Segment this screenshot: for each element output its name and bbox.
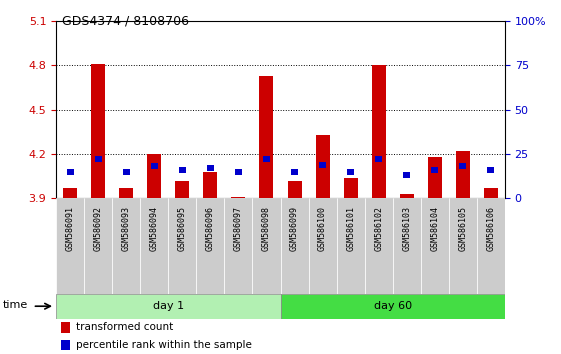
Bar xyxy=(259,76,273,198)
Bar xyxy=(179,167,186,173)
Bar xyxy=(315,135,329,198)
Bar xyxy=(319,162,326,167)
Text: GSM586091: GSM586091 xyxy=(66,206,75,251)
Bar xyxy=(95,156,102,162)
Text: day 60: day 60 xyxy=(374,301,412,311)
Text: GSM586100: GSM586100 xyxy=(318,206,327,251)
Bar xyxy=(347,169,354,175)
Bar xyxy=(61,340,70,350)
Bar xyxy=(56,198,84,294)
Text: GSM586094: GSM586094 xyxy=(150,206,159,251)
Bar xyxy=(477,198,505,294)
Bar xyxy=(488,167,494,173)
Bar xyxy=(61,322,70,333)
Text: time: time xyxy=(3,300,28,310)
Bar xyxy=(91,64,105,198)
Text: day 1: day 1 xyxy=(153,301,184,311)
Bar xyxy=(56,294,280,319)
Text: GSM586104: GSM586104 xyxy=(430,206,439,251)
Bar xyxy=(224,198,252,294)
Bar xyxy=(231,197,246,198)
Text: GSM586102: GSM586102 xyxy=(374,206,383,251)
Bar xyxy=(123,169,130,175)
Bar xyxy=(207,165,214,171)
Bar xyxy=(403,172,410,178)
Bar xyxy=(449,198,477,294)
Bar xyxy=(67,169,73,175)
Bar xyxy=(252,198,280,294)
Bar xyxy=(280,294,505,319)
Bar xyxy=(484,188,498,198)
Bar xyxy=(291,169,298,175)
Bar xyxy=(151,164,158,169)
Text: GSM586098: GSM586098 xyxy=(262,206,271,251)
Text: GSM586099: GSM586099 xyxy=(290,206,299,251)
Bar xyxy=(393,198,421,294)
Bar xyxy=(343,178,357,198)
Bar xyxy=(168,198,196,294)
Text: GSM586097: GSM586097 xyxy=(234,206,243,251)
Text: GSM586095: GSM586095 xyxy=(178,206,187,251)
Text: GSM586105: GSM586105 xyxy=(458,206,467,251)
Text: GSM586101: GSM586101 xyxy=(346,206,355,251)
Bar xyxy=(196,198,224,294)
Bar xyxy=(140,198,168,294)
Text: percentile rank within the sample: percentile rank within the sample xyxy=(76,340,252,350)
Bar xyxy=(280,198,309,294)
Bar xyxy=(175,181,189,198)
Text: GSM586096: GSM586096 xyxy=(206,206,215,251)
Bar xyxy=(112,198,140,294)
Bar xyxy=(427,157,442,198)
Bar xyxy=(84,198,112,294)
Bar xyxy=(203,172,217,198)
Bar xyxy=(456,151,470,198)
Bar xyxy=(431,167,438,173)
Bar xyxy=(147,154,162,198)
Bar xyxy=(399,194,413,198)
Bar xyxy=(421,198,449,294)
Bar xyxy=(375,156,382,162)
Text: GSM586103: GSM586103 xyxy=(402,206,411,251)
Bar xyxy=(337,198,365,294)
Bar xyxy=(365,198,393,294)
Bar xyxy=(263,156,270,162)
Text: transformed count: transformed count xyxy=(76,322,173,332)
Bar xyxy=(235,169,242,175)
Text: GSM586093: GSM586093 xyxy=(122,206,131,251)
Bar xyxy=(287,181,301,198)
Text: GSM586106: GSM586106 xyxy=(486,206,495,251)
Bar xyxy=(63,188,77,198)
Bar xyxy=(119,188,133,198)
Bar xyxy=(309,198,337,294)
Bar xyxy=(371,65,385,198)
Text: GDS4374 / 8108706: GDS4374 / 8108706 xyxy=(62,14,188,27)
Text: GSM586092: GSM586092 xyxy=(94,206,103,251)
Bar xyxy=(459,164,466,169)
